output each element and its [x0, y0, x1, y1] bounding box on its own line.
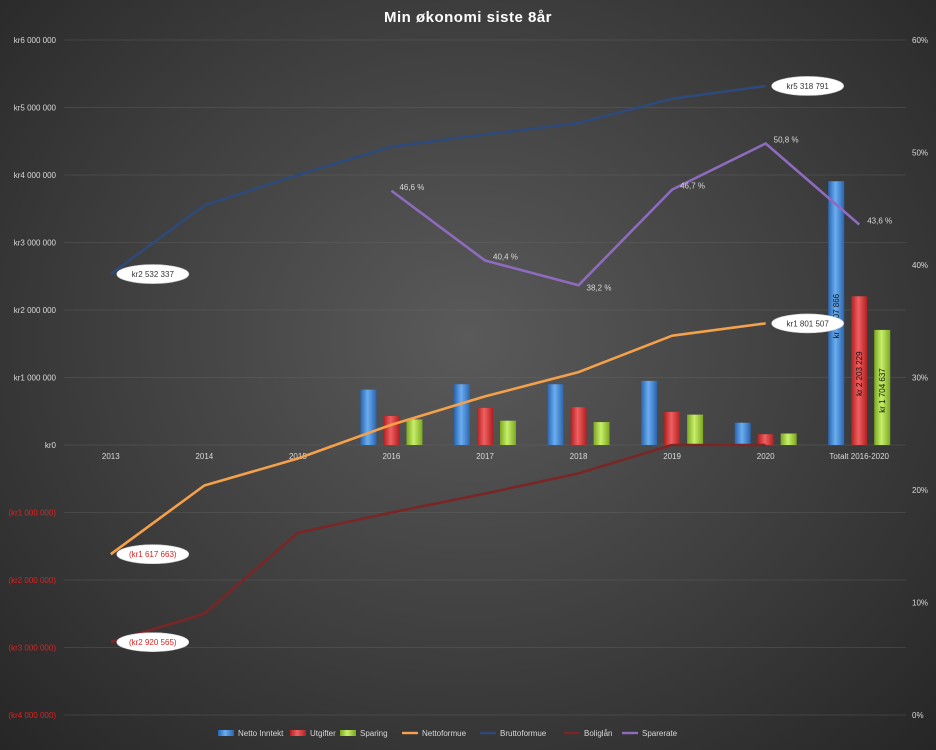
y-right-tick-label: 0%: [912, 711, 924, 720]
total-bar-label: kr 1 704 637: [878, 368, 887, 413]
bar-netto-inntekt: [360, 389, 377, 445]
y-left-tick-label: kr6 000 000: [14, 36, 57, 45]
bar-sparing: [780, 433, 797, 445]
bar-netto-inntekt: [828, 181, 845, 445]
legend-label: Netto Inntekt: [238, 729, 284, 738]
y-left-tick-label: kr0: [45, 441, 57, 450]
bar-utgifter: [383, 415, 400, 445]
callout-bubble: [771, 76, 844, 96]
x-tick-label: 2017: [476, 452, 494, 461]
bar-utgifter: [851, 296, 868, 445]
bar-netto-inntekt: [641, 380, 658, 445]
callout-label: (kr2 920 565): [129, 638, 177, 647]
x-tick-label: 2014: [195, 452, 213, 461]
x-tick-label: 2020: [757, 452, 775, 461]
y-right-tick-label: 60%: [912, 36, 928, 45]
bar-utgifter: [757, 434, 774, 445]
x-tick-label: 2018: [570, 452, 588, 461]
x-tick-label: 2016: [383, 452, 401, 461]
total-bar-label: kr 2 203 229: [855, 351, 864, 396]
x-tick-label: 2015: [289, 452, 307, 461]
bar-utgifter: [477, 407, 493, 445]
lines: [110, 84, 861, 644]
y-left-tick-label: kr1 000 000: [14, 374, 57, 383]
bar-sparing: [593, 422, 610, 445]
legend-label: Boliglån: [584, 729, 612, 738]
bars: [360, 181, 891, 445]
y-right-tick-label: 30%: [912, 374, 928, 383]
sparerate-label: 46,7 %: [680, 182, 705, 191]
legend-label: Sparerate: [642, 729, 678, 738]
sparerate-label: 40,4 %: [493, 253, 518, 262]
bar-netto-inntekt: [734, 422, 751, 445]
legend-label: Utgifter: [310, 729, 336, 738]
y-left-tick-label: kr3 000 000: [14, 239, 57, 248]
bar-netto-inntekt: [454, 384, 470, 445]
y-left-tick-label: (kr4 000 000): [8, 711, 56, 720]
line-sparerate: [390, 142, 861, 287]
bar-sparing: [874, 329, 891, 445]
x-tick-label: 2019: [663, 452, 681, 461]
bar-sparing: [500, 420, 516, 445]
y-left-tick-label: kr4 000 000: [14, 171, 57, 180]
left-axis: kr6 000 000 kr5 000 000 kr4 000 000 kr3 000…: [8, 36, 56, 720]
y-left-tick-label: kr5 000 000: [14, 104, 57, 113]
bar-netto-inntekt: [547, 384, 564, 445]
total-bar-label: kr 3 907 866: [832, 293, 841, 338]
y-right-tick-label: 40%: [912, 261, 928, 270]
sparerate-label: 43,6 %: [867, 217, 892, 226]
callout-bubble: [116, 544, 190, 564]
legend-swatch: [218, 730, 234, 736]
callout-label: (kr1 617 663): [129, 550, 177, 559]
line-nettoformue: [110, 322, 766, 556]
legend-swatch: [340, 730, 356, 736]
y-right-tick-label: 50%: [912, 149, 928, 158]
data-labels: kr 3 907 866 kr 2 203 229 kr 1 704 637 46,6…: [116, 76, 892, 652]
legend-label: Bruttoformue: [500, 729, 547, 738]
legend-swatch: [290, 730, 306, 736]
sparerate-label: 38,2 %: [587, 283, 612, 292]
bar-utgifter: [664, 411, 681, 445]
legend: Netto Inntekt Utgifter Sparing Nettoformue B…: [218, 729, 678, 738]
callout-bubble: [771, 313, 844, 334]
line-bruttoformue: [110, 84, 766, 276]
callout-bubble: [116, 264, 190, 284]
x-tick-label: 2013: [102, 452, 120, 461]
gridlines: [64, 39, 906, 716]
bar-sparing: [687, 414, 704, 445]
y-right-tick-label: 10%: [912, 599, 928, 608]
line-boliglån: [110, 443, 766, 644]
callout-label: kr5 318 791: [787, 82, 830, 91]
sparerate-label: 50,8 %: [774, 136, 799, 145]
y-left-tick-label: (kr1 000 000): [8, 509, 56, 518]
chart-title: Min økonomi siste 8år: [384, 9, 552, 26]
callout-label: kr2 532 337: [132, 270, 175, 279]
x-axis: 2013 2014 2015 2016 2017 2018 2019 2020 Totalt 2…: [102, 452, 890, 461]
sparerate-label: 46,6 %: [399, 183, 424, 192]
right-axis: 60% 50% 40% 30% 20% 10% 0%: [912, 36, 928, 720]
y-right-tick-label: 20%: [912, 486, 928, 495]
bar-utgifter: [570, 407, 587, 445]
legend-label: Nettoformue: [422, 729, 467, 738]
y-left-tick-label: (kr2 000 000): [8, 576, 56, 585]
bar-sparing: [406, 419, 423, 445]
y-left-tick-label: kr2 000 000: [14, 306, 57, 315]
x-tick-label: Totalt 2016-2020: [829, 452, 889, 461]
callout-label: kr1 801 507: [787, 319, 830, 328]
legend-label: Sparing: [360, 729, 388, 738]
callout-bubble: [116, 632, 190, 652]
y-left-tick-label: (kr3 000 000): [8, 644, 56, 653]
